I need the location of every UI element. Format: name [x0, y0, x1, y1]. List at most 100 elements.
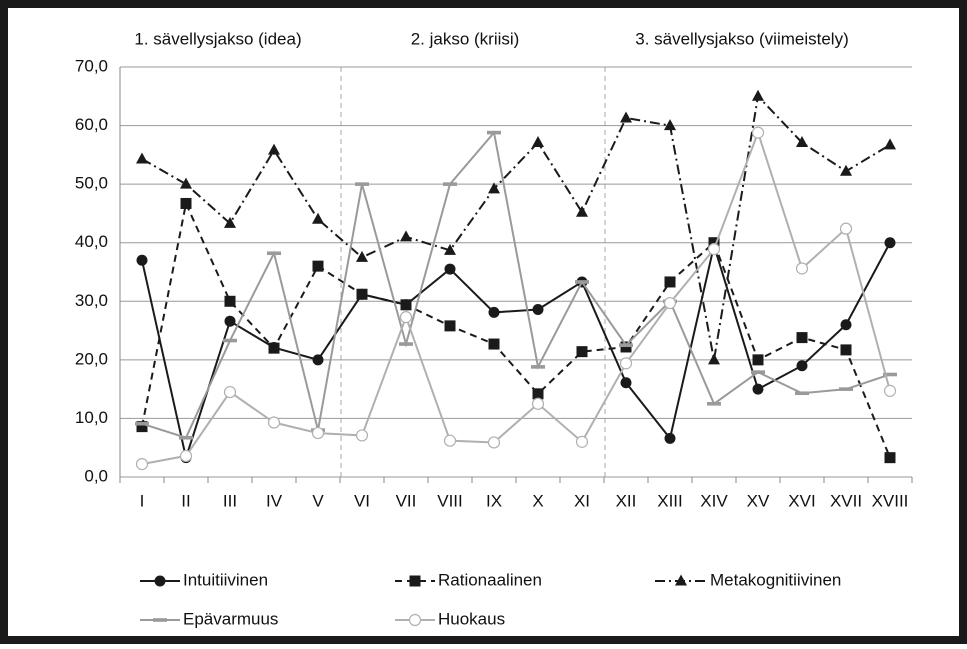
data-point [575, 280, 589, 284]
data-point [488, 338, 500, 350]
data-point [179, 449, 193, 463]
data-point [135, 421, 149, 426]
data-point [576, 346, 588, 358]
data-point [488, 306, 500, 318]
series-line [141, 130, 891, 439]
data-point [532, 303, 544, 315]
x-tick-label: XV [747, 491, 770, 510]
x-tick-label: X [532, 491, 543, 510]
x-tick-label: XIII [657, 491, 683, 510]
y-tick-label: 10,0 [75, 408, 108, 427]
data-point [884, 452, 896, 464]
data-point [180, 177, 192, 189]
legend-label: Huokaus [438, 609, 505, 628]
data-point [312, 260, 324, 272]
data-point [400, 299, 412, 311]
data-point [224, 315, 236, 327]
x-tick-label: VIII [437, 491, 463, 510]
data-point [620, 377, 632, 389]
data-point [796, 360, 808, 372]
x-tick-label: XIV [700, 491, 728, 510]
data-point [443, 434, 457, 447]
x-tick-label: XVI [788, 491, 815, 510]
data-point [707, 401, 721, 406]
data-point [839, 387, 853, 391]
data-point [223, 385, 237, 399]
data-point [444, 263, 456, 275]
data-point [311, 426, 325, 440]
data-point [620, 111, 632, 123]
x-tick-label: XVIII [872, 491, 909, 510]
data-point [400, 230, 412, 242]
data-point [840, 319, 852, 331]
x-tick-label: XII [616, 491, 637, 510]
data-point [136, 254, 148, 266]
data-point [443, 182, 457, 186]
y-tick-label: 40,0 [75, 232, 108, 251]
data-point [136, 152, 148, 164]
series-line [141, 94, 891, 361]
data-point [708, 353, 720, 365]
x-tick-label: IX [486, 491, 502, 510]
y-tick-label: 70,0 [75, 56, 108, 75]
data-point [356, 288, 368, 300]
data-point [795, 262, 809, 275]
data-point [356, 250, 368, 262]
data-point [224, 295, 236, 307]
x-tick-label: IV [266, 491, 283, 510]
data-point [752, 89, 764, 101]
data-point [840, 344, 852, 356]
data-point [180, 197, 192, 209]
data-point [708, 237, 720, 249]
data-point [664, 119, 676, 131]
y-tick-label: 0,0 [84, 466, 108, 485]
data-point [444, 320, 456, 332]
series-line [141, 241, 891, 462]
data-point [223, 338, 237, 343]
y-tick-label: 30,0 [75, 291, 108, 310]
data-point [488, 182, 500, 194]
data-point [839, 222, 853, 235]
y-tick-label: 60,0 [75, 115, 108, 134]
x-tick-label: VII [396, 491, 417, 510]
legend-marker [154, 575, 166, 587]
data-point [884, 237, 896, 249]
data-point [751, 126, 765, 139]
x-tick-label: VI [354, 491, 370, 510]
legend-marker [675, 574, 687, 586]
data-point [444, 243, 456, 255]
data-point [840, 164, 852, 176]
data-point [884, 138, 896, 150]
data-point [751, 370, 765, 374]
x-tick-label: III [223, 491, 237, 510]
legend-marker [409, 575, 421, 587]
data-point [664, 432, 676, 444]
data-point [267, 251, 281, 256]
series-line [141, 200, 891, 459]
data-point [619, 343, 633, 348]
x-tick-label: II [181, 491, 190, 510]
legend-label: Intuitiivinen [183, 570, 268, 589]
data-point [268, 342, 280, 354]
data-point [576, 205, 588, 217]
data-point [355, 429, 369, 442]
x-tick-label: XI [574, 491, 590, 510]
legend-label: Rationaalinen [438, 570, 542, 589]
data-point [796, 136, 808, 148]
data-point [399, 311, 413, 324]
y-tick-label: 20,0 [75, 349, 108, 368]
data-point [267, 416, 281, 429]
data-point [664, 276, 676, 288]
data-point [531, 365, 545, 369]
data-point [619, 357, 633, 370]
data-point [399, 342, 413, 346]
data-point [312, 212, 324, 224]
legend-label: Epävarmuus [183, 609, 278, 628]
data-point [136, 421, 148, 433]
x-tick-label: XVII [830, 491, 862, 510]
data-point [752, 354, 764, 366]
data-point [179, 435, 193, 440]
data-point [883, 384, 897, 397]
data-point [752, 383, 764, 395]
